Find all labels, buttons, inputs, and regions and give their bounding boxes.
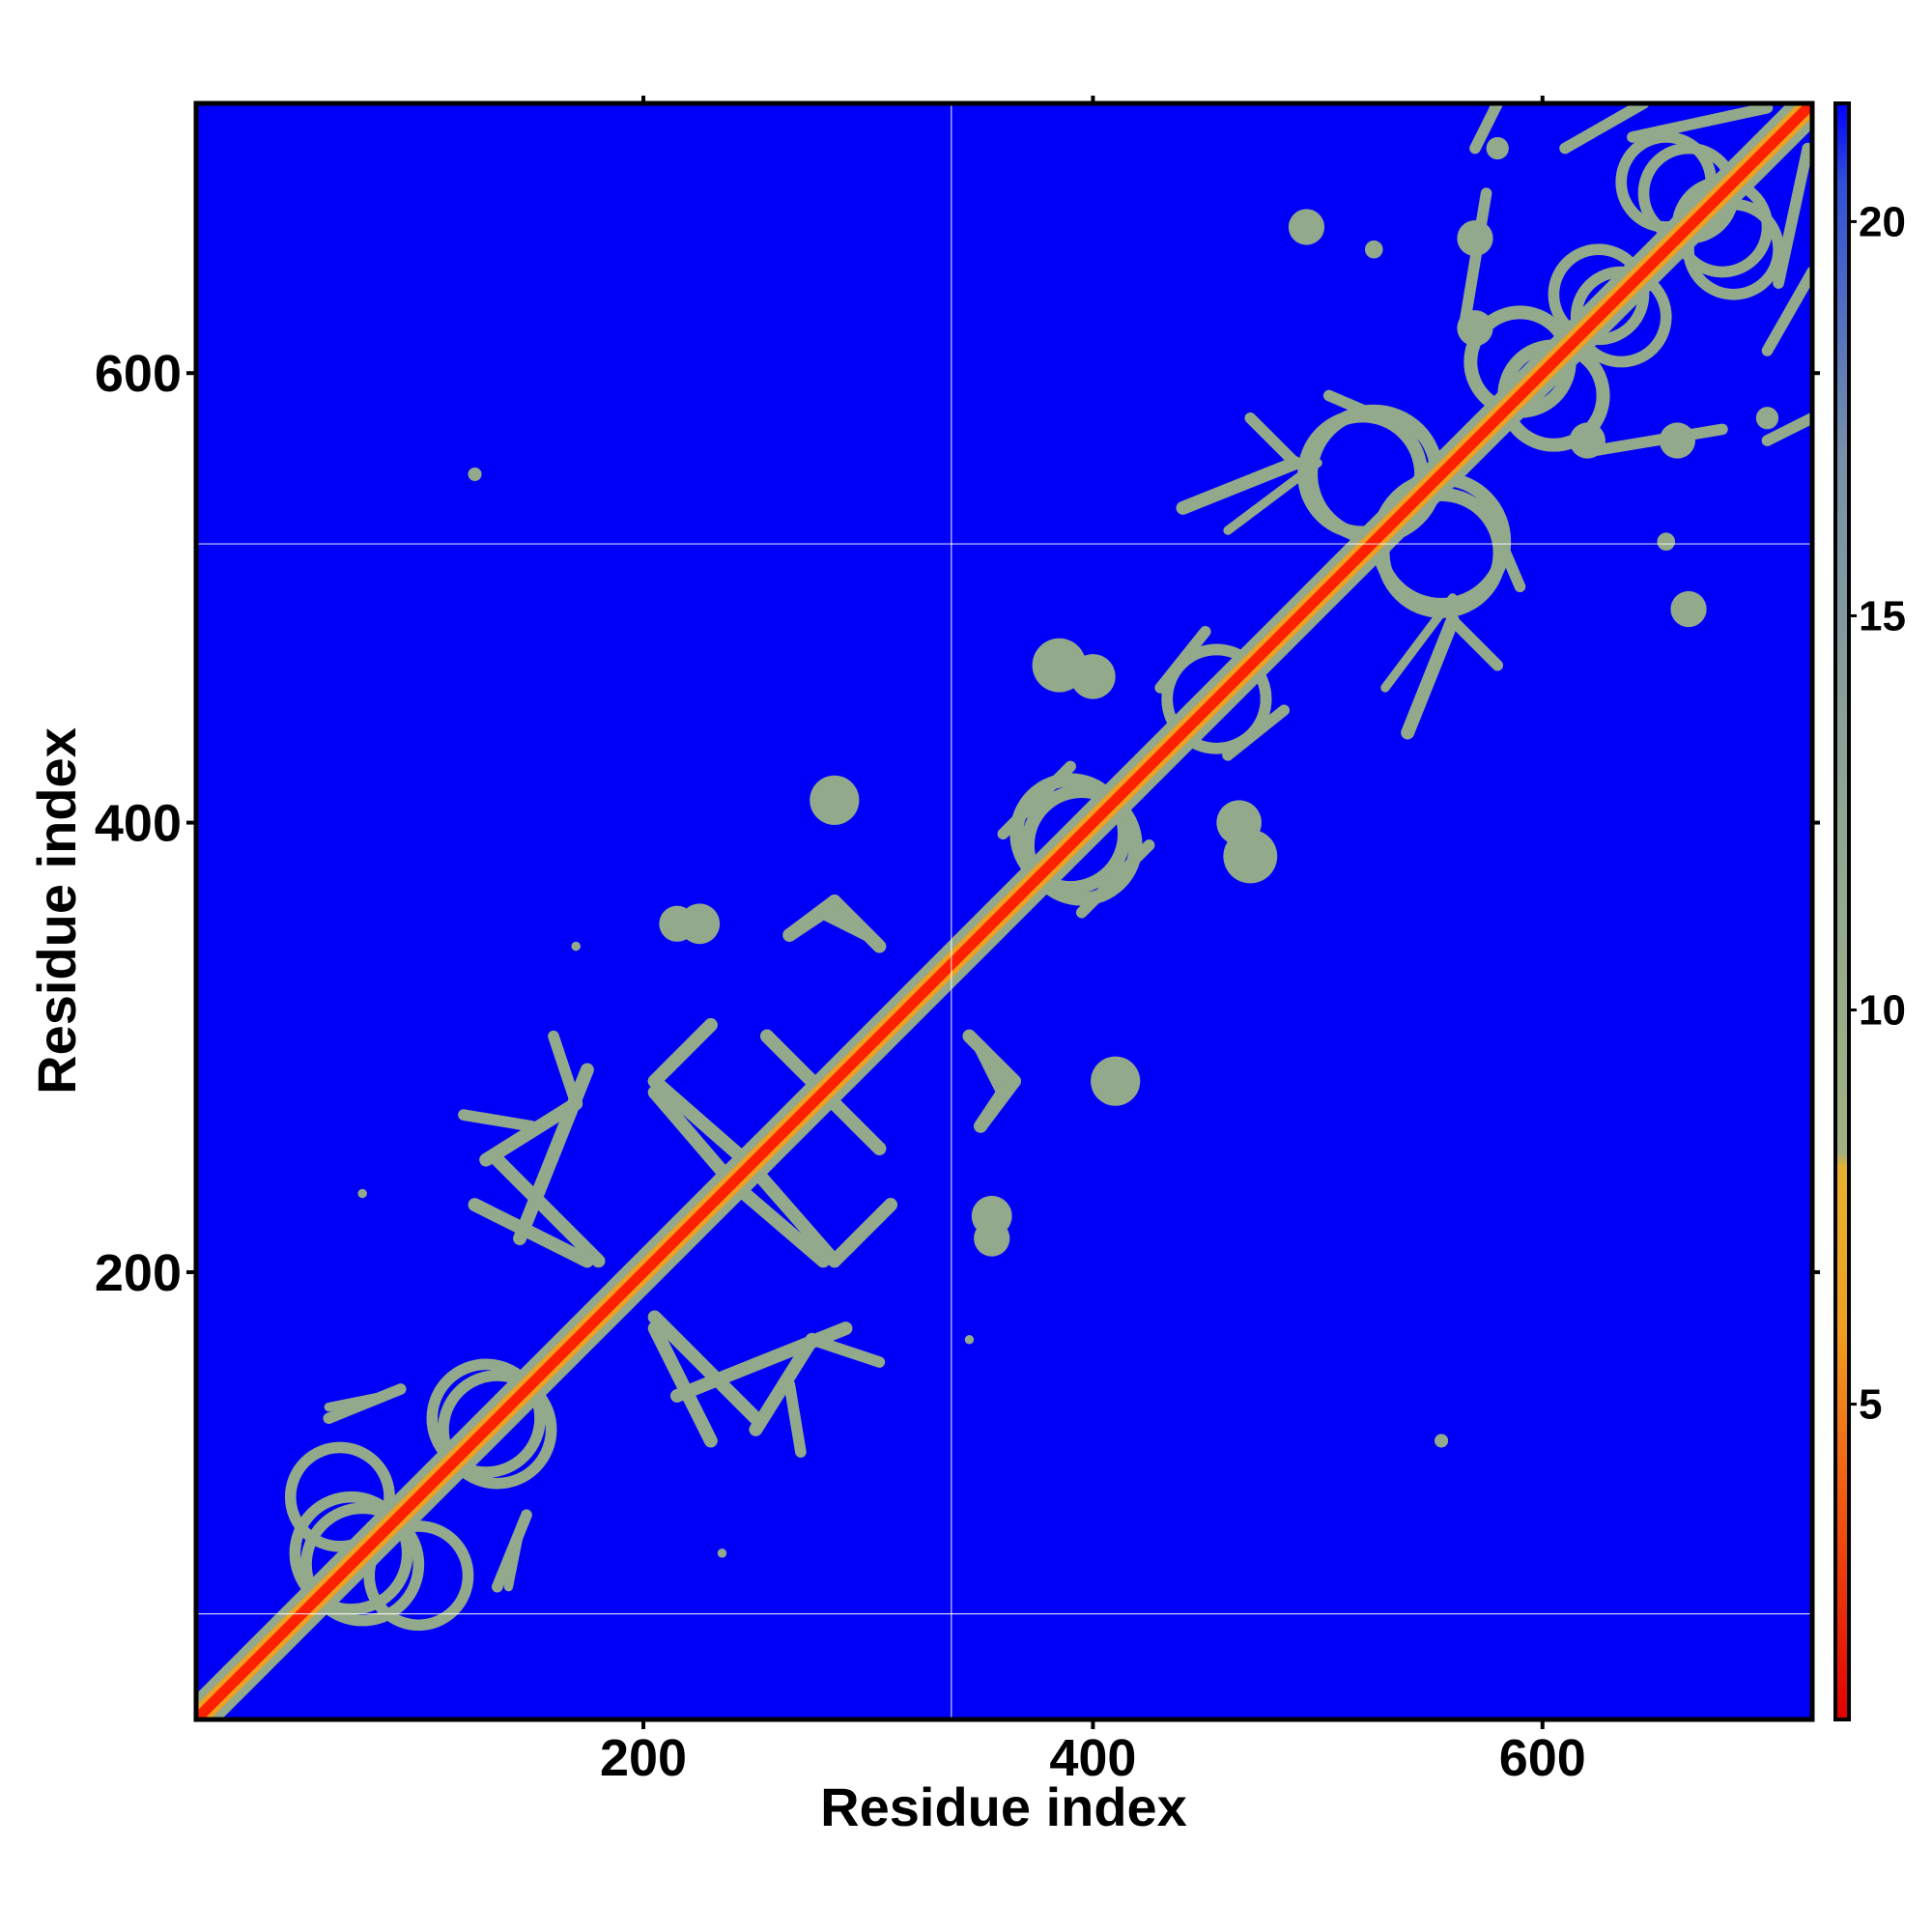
x-tick-label: 400	[1049, 1729, 1136, 1787]
contact-feature	[1161, 643, 1272, 754]
contact-feature	[974, 1040, 1010, 1099]
colorbar-tick-label: 5	[1859, 1381, 1882, 1429]
contact-feature	[717, 1548, 727, 1558]
contact-feature	[1435, 1434, 1449, 1448]
y-axis-title: Residue index	[26, 727, 87, 1094]
diagonal-core	[196, 103, 1812, 1719]
contact-feature	[974, 1220, 1010, 1257]
contact-feature	[1244, 412, 1301, 469]
contact-feature	[737, 1186, 831, 1268]
contact-feature	[324, 1391, 390, 1412]
contact-feature	[1446, 614, 1504, 671]
contact-feature	[1020, 784, 1143, 906]
y-tick-label: 200	[95, 1244, 182, 1302]
contact-feature	[783, 1378, 807, 1458]
contact-feature	[300, 1502, 425, 1627]
colorbar-gradient	[1833, 101, 1851, 1721]
contact-feature	[1755, 407, 1779, 430]
contact-feature	[806, 1333, 886, 1368]
contact-feature	[1469, 103, 1504, 155]
contact-feature	[647, 1074, 752, 1167]
contact-feature	[647, 1018, 718, 1089]
contact-feature	[357, 1188, 367, 1199]
contact-feature	[1458, 187, 1492, 334]
contact-feature	[1222, 704, 1291, 761]
contact-feature	[1401, 613, 1460, 740]
contact-feature	[1075, 839, 1155, 919]
contact-feature	[1457, 219, 1493, 257]
plot-frame	[193, 100, 1815, 1722]
contact-feature	[647, 1310, 763, 1426]
contact-feature	[964, 1335, 975, 1345]
contact-feature	[289, 1491, 413, 1615]
heatmap	[196, 103, 1812, 1719]
contact-feature	[548, 1030, 582, 1110]
contact-feature	[1657, 532, 1676, 552]
colorbar-tick-label: 20	[1859, 198, 1906, 245]
contact-feature	[1761, 266, 1812, 356]
contact-feature	[816, 905, 875, 942]
contact-feature	[468, 467, 482, 481]
x-axis: 200 400 600	[600, 96, 1586, 1787]
contact-feature	[1486, 136, 1509, 160]
x-tick-label: 600	[1499, 1729, 1586, 1787]
contact-feature	[458, 1109, 537, 1132]
contact-feature	[284, 1441, 395, 1552]
contact-feature	[647, 1321, 718, 1448]
contact-feature	[1672, 593, 1705, 625]
contact-feature	[1659, 422, 1696, 459]
colorbar-tick-label: 15	[1859, 592, 1906, 639]
y-tick-label: 600	[95, 345, 182, 403]
contact-feature	[749, 1164, 841, 1268]
contact-feature	[1480, 502, 1526, 593]
contact-feature	[479, 1096, 583, 1167]
contact-feature	[363, 1520, 474, 1632]
contact-feature	[647, 1085, 729, 1179]
contact-feature	[1761, 412, 1812, 446]
y-axis: 200 400 600	[95, 345, 1820, 1302]
y-tick-label: 400	[95, 795, 182, 853]
contact-feature	[1569, 422, 1605, 459]
contact-feature	[1581, 423, 1728, 458]
contact-feature	[659, 905, 696, 942]
contact-feature	[1176, 456, 1302, 515]
x-tick-label: 200	[600, 1729, 687, 1787]
contact-feature	[1216, 800, 1262, 845]
contact-feature	[1457, 310, 1493, 347]
contact-feature	[749, 1332, 819, 1436]
contact-feature	[1559, 103, 1650, 155]
contact-feature	[974, 1085, 1010, 1133]
contact-feature	[571, 941, 581, 952]
x-axis-title: Residue index	[820, 1776, 1187, 1837]
contact-feature	[490, 1152, 606, 1268]
contact-feature	[1773, 142, 1812, 289]
contact-feature	[1364, 240, 1383, 259]
contact-feature	[1009, 773, 1131, 895]
contact-feature	[827, 1198, 897, 1268]
contact-feature	[503, 1525, 525, 1592]
contact-feature	[1094, 1061, 1136, 1102]
contact-feature	[1322, 389, 1413, 436]
contact-feature	[1380, 593, 1458, 693]
contact-feature	[1070, 654, 1116, 699]
contact-feature	[1223, 458, 1322, 535]
contact-feature	[1627, 103, 1774, 143]
contact-feature	[782, 905, 831, 942]
contact-feature	[426, 1358, 546, 1478]
contact-feature	[813, 780, 855, 821]
contact-feature	[1291, 211, 1322, 243]
contact-feature	[438, 1370, 557, 1490]
colorbar: 5 10 15 20	[1833, 101, 1906, 1721]
contact-feature	[1154, 625, 1211, 694]
contact-feature	[997, 760, 1076, 840]
contact-feature	[468, 1198, 594, 1268]
colorbar-tick-label: 10	[1859, 987, 1906, 1035]
